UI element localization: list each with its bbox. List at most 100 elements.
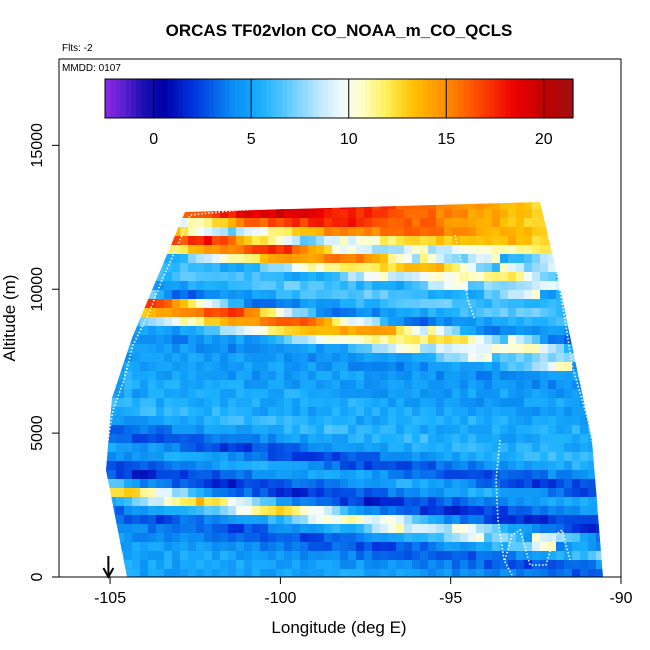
heatmap-cell xyxy=(236,290,245,300)
heatmap-cell xyxy=(452,245,461,255)
heatmap-cell xyxy=(116,227,125,237)
heatmap-cell xyxy=(388,209,397,219)
heatmap-cell xyxy=(276,335,285,345)
heatmap-cell xyxy=(204,308,213,318)
heatmap-cell xyxy=(564,560,573,570)
heatmap-cell xyxy=(132,236,141,246)
heatmap-cell xyxy=(220,542,229,552)
heatmap-cell xyxy=(428,344,437,354)
heatmap-cell xyxy=(276,470,285,480)
heatmap-cell xyxy=(476,560,485,570)
heatmap-cell xyxy=(468,398,477,408)
heatmap-cell xyxy=(108,353,117,363)
heatmap-cell xyxy=(300,380,309,390)
heatmap-cell xyxy=(548,335,557,345)
heatmap-cell xyxy=(540,398,549,408)
heatmap-cell xyxy=(348,542,357,552)
heatmap-cell xyxy=(516,263,525,273)
heatmap-cell xyxy=(276,416,285,426)
heatmap-cell xyxy=(332,335,341,345)
colorbar-segment xyxy=(469,79,475,118)
heatmap-cell xyxy=(180,542,189,552)
heatmap-cell xyxy=(292,497,301,507)
heatmap-cell xyxy=(556,344,565,354)
heatmap-cell xyxy=(204,362,213,372)
heatmap-cell xyxy=(364,290,373,300)
heatmap-cell xyxy=(484,542,493,552)
heatmap-cell xyxy=(124,407,133,417)
heatmap-cell xyxy=(300,353,309,363)
heatmap-cell xyxy=(516,335,525,345)
heatmap-cell xyxy=(156,488,165,498)
heatmap-cell xyxy=(292,299,301,309)
heatmap-cell xyxy=(572,560,581,570)
heatmap-cell xyxy=(172,389,181,399)
colorbar-segment xyxy=(214,79,220,118)
heatmap-cell xyxy=(580,218,589,228)
heatmap-cell xyxy=(340,524,349,534)
heatmap-cell xyxy=(492,254,501,264)
heatmap-cell xyxy=(444,317,453,327)
heatmap-cell xyxy=(444,209,453,219)
heatmap-cell xyxy=(564,236,573,246)
heatmap-cell xyxy=(300,371,309,381)
heatmap-cell xyxy=(572,479,581,489)
heatmap-cell xyxy=(596,272,603,282)
heatmap-cell xyxy=(436,443,445,453)
heatmap-cell xyxy=(364,344,373,354)
heatmap-cell xyxy=(436,569,445,577)
heatmap-cell xyxy=(316,407,325,417)
colorbar-segment xyxy=(385,79,392,118)
heatmap-cell xyxy=(132,290,141,300)
heatmap-cell xyxy=(380,281,389,291)
heatmap-cell xyxy=(444,236,453,246)
heatmap-cell xyxy=(596,452,603,462)
colorbar-segment xyxy=(131,79,137,118)
heatmap-cell xyxy=(196,380,205,390)
heatmap-cell xyxy=(508,281,517,291)
heatmap-cell xyxy=(548,533,557,543)
heatmap-cell xyxy=(276,524,285,534)
heatmap-cell xyxy=(340,263,349,273)
heatmap-cell xyxy=(260,272,269,282)
heatmap-cell xyxy=(444,407,453,417)
heatmap-cell xyxy=(380,218,389,228)
heatmap-cell xyxy=(124,488,133,498)
heatmap-cell xyxy=(468,434,477,444)
heatmap-cell xyxy=(572,272,581,282)
heatmap-cell xyxy=(468,254,477,264)
heatmap-cell xyxy=(572,551,581,561)
heatmap-cell xyxy=(604,299,613,309)
heatmap-cell xyxy=(604,398,613,408)
heatmap-cell xyxy=(196,416,205,426)
heatmap-cell xyxy=(188,452,197,462)
heatmap-cell xyxy=(148,425,157,435)
heatmap-cell xyxy=(316,434,325,444)
heatmap-cell xyxy=(580,290,589,300)
heatmap-cell xyxy=(204,560,213,570)
heatmap-cell xyxy=(412,560,421,570)
heatmap-cell xyxy=(140,218,149,228)
heatmap-cell xyxy=(260,236,269,246)
heatmap-cell xyxy=(572,344,581,354)
heatmap-cell xyxy=(268,416,277,426)
heatmap-cell xyxy=(108,317,117,327)
heatmap-cell xyxy=(316,380,325,390)
heatmap-cell xyxy=(292,488,301,498)
heatmap-cell xyxy=(380,479,389,489)
heatmap-cell xyxy=(468,236,477,246)
heatmap-cell xyxy=(404,425,413,435)
heatmap-cell xyxy=(604,263,613,273)
heatmap-cell xyxy=(364,281,373,291)
heatmap-cell xyxy=(308,416,317,426)
heatmap-cell xyxy=(572,326,581,336)
heatmap-cell xyxy=(372,497,381,507)
heatmap-cell xyxy=(180,560,189,570)
heatmap-cell xyxy=(108,479,117,489)
heatmap-cell xyxy=(396,335,405,345)
heatmap-cell xyxy=(164,398,173,408)
heatmap-cell xyxy=(188,380,197,390)
heatmap-cell xyxy=(572,524,581,534)
heatmap-cell xyxy=(460,533,469,543)
heatmap-cell xyxy=(236,299,245,309)
